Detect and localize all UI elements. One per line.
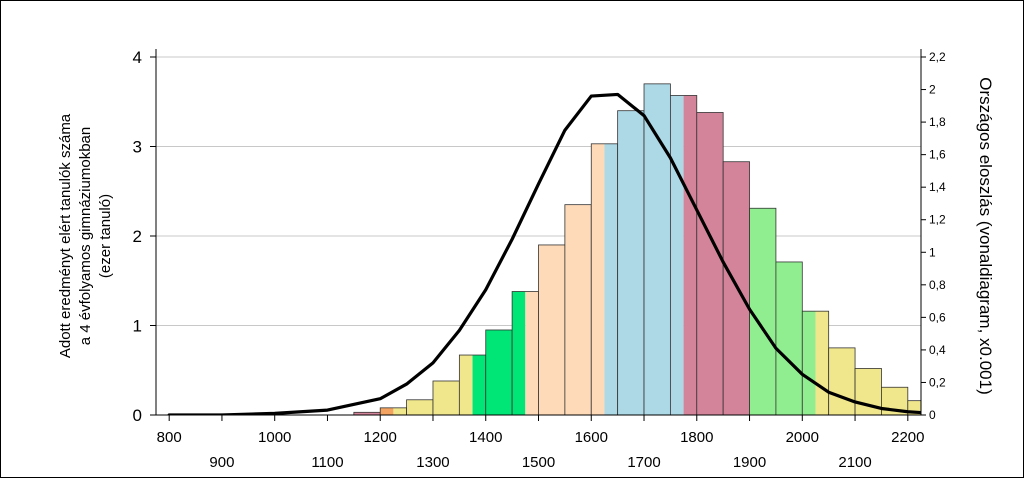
y-right-tick-label: 1,6 [929,148,946,162]
y-right-tick-label: 0,6 [929,310,946,324]
y-left-tick-label: 4 [133,48,142,67]
distribution-curve [167,92,921,415]
bar [907,400,921,415]
bar-segment [538,244,565,415]
bar-segment [406,399,433,415]
bar-segment [696,112,724,415]
y-right-tick-label: 0,2 [929,375,946,389]
distribution-line [167,92,921,415]
bar-segment [644,83,671,415]
bar-segment [525,291,539,415]
bar-segment [815,311,829,415]
x-tick-label: 1000 [258,429,291,446]
x-tick-label: 1500 [522,454,555,471]
x-tick-label: 1300 [416,454,449,471]
bar-segment [670,95,684,415]
bar-segment [683,95,697,415]
bar-segment [380,407,394,415]
y-left-tick-label: 0 [133,406,142,425]
y-left-axis-label: (ezer tanuló) [97,194,114,278]
bar-segment [802,311,816,415]
y-right-tick-label: 0 [929,408,936,422]
y-left-tick-label: 1 [133,317,142,336]
bar-segment [353,412,381,415]
y-right-tick-label: 2 [929,83,936,97]
y-left-axis-label: a 4 évfolyamos gimnáziumokban [77,127,94,345]
x-tick-label: 2000 [786,429,819,446]
bar-segment [828,347,856,415]
x-tick-label: 1800 [680,429,713,446]
bar-segment [617,110,645,415]
y-right-tick-label: 1 [929,245,936,259]
x-tick-label: 1700 [627,454,660,471]
bar-segment [432,380,460,415]
x-tick-label: 1400 [469,429,502,446]
bar-series [353,83,960,415]
y-right-axis-label: Országos eloszlás (vonaldiagram, x0.001) [976,77,995,394]
x-tick-label: 1100 [311,454,343,471]
bar-segment [591,143,605,415]
x-tick-label: 1900 [733,454,766,471]
y-right-tick-label: 1,4 [929,180,946,194]
y-right-tick-label: 1,8 [929,115,946,129]
x-tick-label: 800 [157,429,182,446]
bar-segment [604,143,618,415]
x-tick-label: 2200 [891,429,924,446]
axes [150,49,926,421]
bar-segment [564,204,592,415]
y-right-tick-label: 1,2 [929,213,946,227]
bar-segment [472,355,486,415]
x-tick-label: 1600 [575,429,608,446]
y-right-tick-label: 0,4 [929,343,946,357]
bar-segment [459,355,473,415]
bar-segment [749,208,776,415]
x-tick-label: 2100 [838,454,871,471]
x-tick-label: 1200 [364,429,397,446]
y-left-tick-label: 3 [133,138,142,157]
bar [934,404,960,415]
y-left-axis-label: Adott eredményt elért tanulók száma [57,113,74,358]
bar-segment [485,329,513,415]
x-tick-label: 900 [209,454,234,471]
axis-labels: 0 1 2 3 4 0 0,2 0,4 0,6 0,8 1 1,2 1,4 1,6 1,8 2 2,2 800 10… [57,48,995,471]
bar-segment [512,291,526,415]
bar-segment [393,407,407,415]
y-right-tick-label: 0,8 [929,278,946,292]
y-right-tick-label: 2,2 [929,50,946,64]
bar-segment [934,404,960,415]
y-left-tick-label: 2 [133,227,142,246]
bar-segment [775,261,803,415]
